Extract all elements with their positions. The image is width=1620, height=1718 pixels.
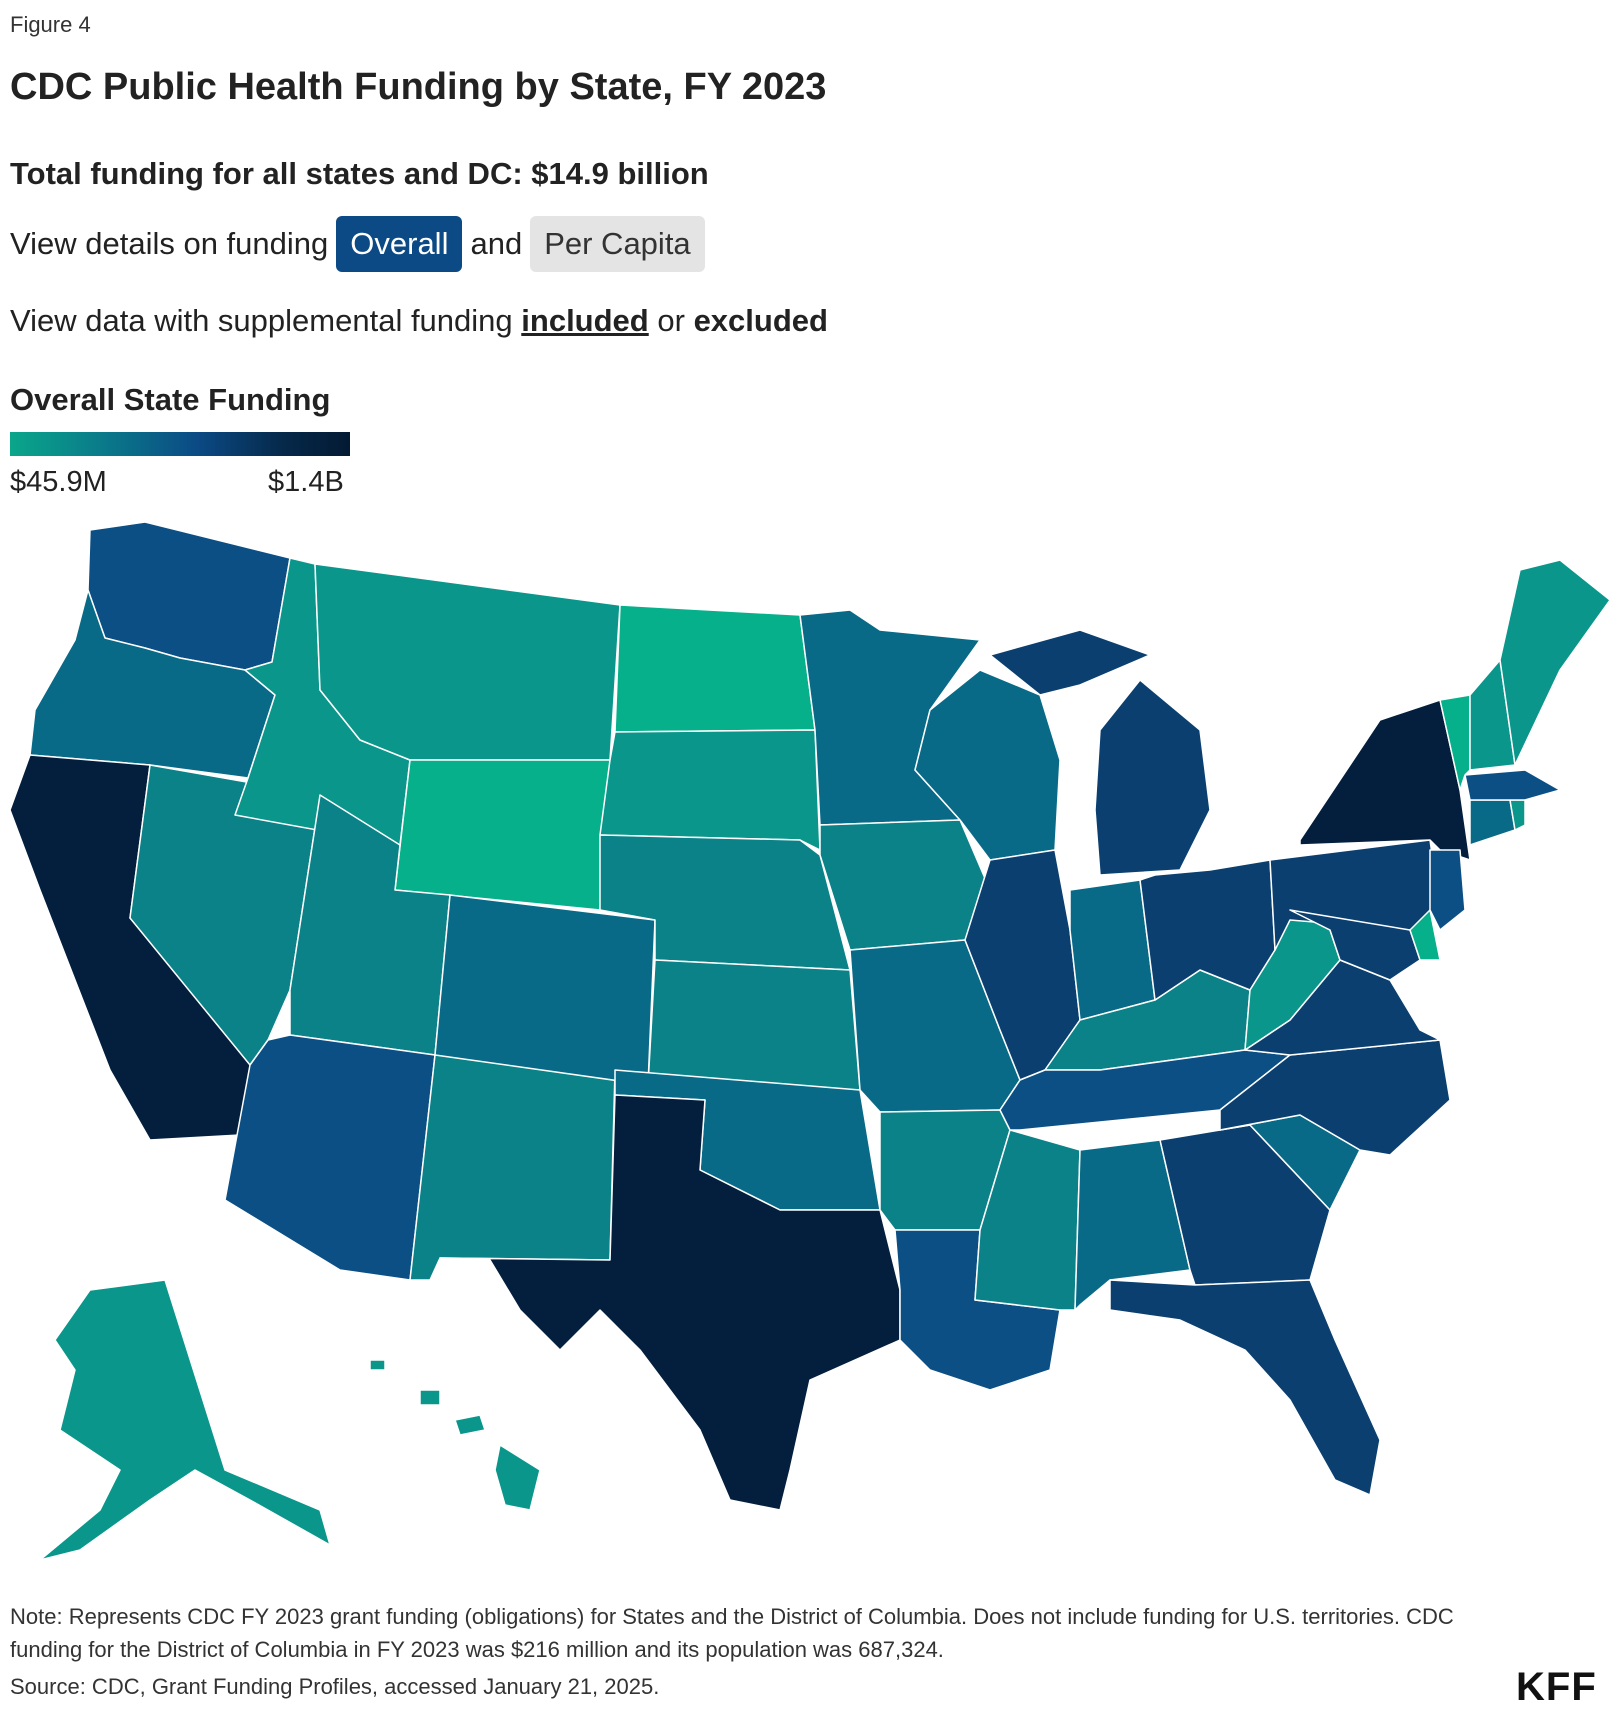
note-text: Note: Represents CDC FY 2023 grant fundi… — [10, 1604, 1454, 1662]
state-sd[interactable] — [599, 729, 821, 851]
legend-max-label: $1.4B — [268, 466, 344, 498]
excluded-link[interactable]: excluded — [693, 303, 828, 338]
state-wy[interactable] — [394, 759, 611, 911]
chart-title: CDC Public Health Funding by State, FY 2… — [10, 66, 827, 108]
state-hi[interactable] — [369, 1359, 541, 1511]
overall-button[interactable]: Overall — [336, 216, 463, 272]
state-co[interactable] — [434, 894, 656, 1086]
included-link[interactable]: included — [521, 303, 649, 338]
state-me[interactable] — [1499, 559, 1611, 766]
state-ia[interactable] — [819, 819, 991, 951]
state-nj[interactable] — [1429, 849, 1466, 931]
total-funding-subtitle: Total funding for all states and DC: $14… — [10, 156, 709, 191]
per-capita-button[interactable]: Per Capita — [530, 216, 705, 272]
state-az[interactable] — [224, 1034, 436, 1281]
us-choropleth-map — [9, 521, 1611, 1561]
state-ks[interactable] — [647, 959, 861, 1091]
legend-color-scale — [10, 432, 350, 456]
state-nm[interactable] — [409, 1054, 616, 1281]
state-tn[interactable] — [999, 1049, 1291, 1131]
state-mi[interactable] — [989, 629, 1211, 876]
source-text: Source: CDC, Grant Funding Profiles, acc… — [10, 1674, 660, 1699]
state-vt[interactable] — [1439, 694, 1471, 791]
state-ak[interactable] — [39, 1279, 331, 1561]
figure-label: Figure 4 — [10, 12, 91, 37]
state-de[interactable] — [1409, 909, 1441, 961]
state-tx[interactable] — [439, 1094, 901, 1511]
supplemental-prefix: View data with supplemental funding — [10, 303, 513, 338]
state-fl[interactable] — [1109, 1279, 1381, 1496]
legend-min-label: $45.9M — [10, 466, 107, 498]
state-ny[interactable] — [1299, 699, 1471, 861]
legend-title: Overall State Funding — [10, 382, 331, 417]
supplemental-connector: or — [657, 303, 685, 338]
view-toggle-prefix: View details on funding — [10, 226, 329, 261]
state-ma[interactable] — [1464, 769, 1561, 801]
view-toggle-row: View details on funding Overall and Per … — [10, 216, 713, 272]
view-toggle-connector: and — [470, 226, 523, 261]
state-ct[interactable] — [1469, 799, 1516, 846]
supplemental-toggle-row: View data with supplemental funding incl… — [10, 303, 828, 339]
state-mt[interactable] — [314, 563, 621, 761]
kff-logo: KFF — [1516, 1665, 1597, 1709]
state-nd[interactable] — [614, 604, 816, 733]
